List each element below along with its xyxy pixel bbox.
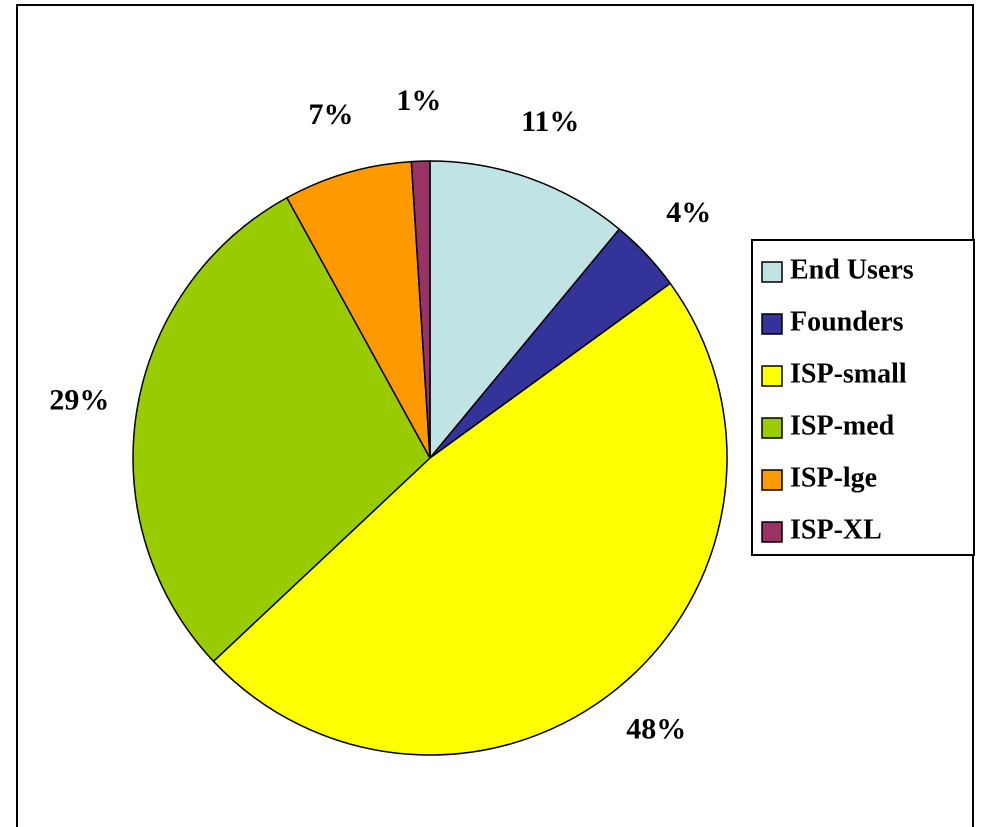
legend: End Users Founders ISP-small ISP-med ISP-lge… xyxy=(751,239,975,556)
legend-label: ISP-med xyxy=(790,410,895,441)
legend-label: ISP-XL xyxy=(790,514,882,545)
legend-swatch xyxy=(761,417,783,439)
data-label: 4% xyxy=(666,196,711,229)
legend-box xyxy=(751,239,975,556)
data-label: 11% xyxy=(521,105,579,138)
pie-slice xyxy=(132,196,431,663)
legend-swatch xyxy=(761,521,783,543)
pie-slice xyxy=(285,160,431,459)
pie-slice xyxy=(429,160,621,461)
pie: 11% 4% 48% 29% 7% 1% xyxy=(49,84,728,756)
legend-label: End Users xyxy=(790,254,914,285)
pie-slice xyxy=(410,160,431,459)
legend-swatch xyxy=(761,365,783,387)
data-label: 29% xyxy=(49,383,109,416)
data-label: 1% xyxy=(396,84,441,117)
legend-label: ISP-small xyxy=(790,358,907,389)
legend-label: ISP-lge xyxy=(790,462,877,493)
legend-swatch xyxy=(761,313,783,335)
data-label: 48% xyxy=(626,712,686,745)
legend-label: Founders xyxy=(790,306,904,337)
data-label: 7% xyxy=(308,98,353,131)
legend-swatch xyxy=(761,469,783,491)
legend-swatch xyxy=(761,261,783,283)
pie-slice xyxy=(212,282,728,756)
